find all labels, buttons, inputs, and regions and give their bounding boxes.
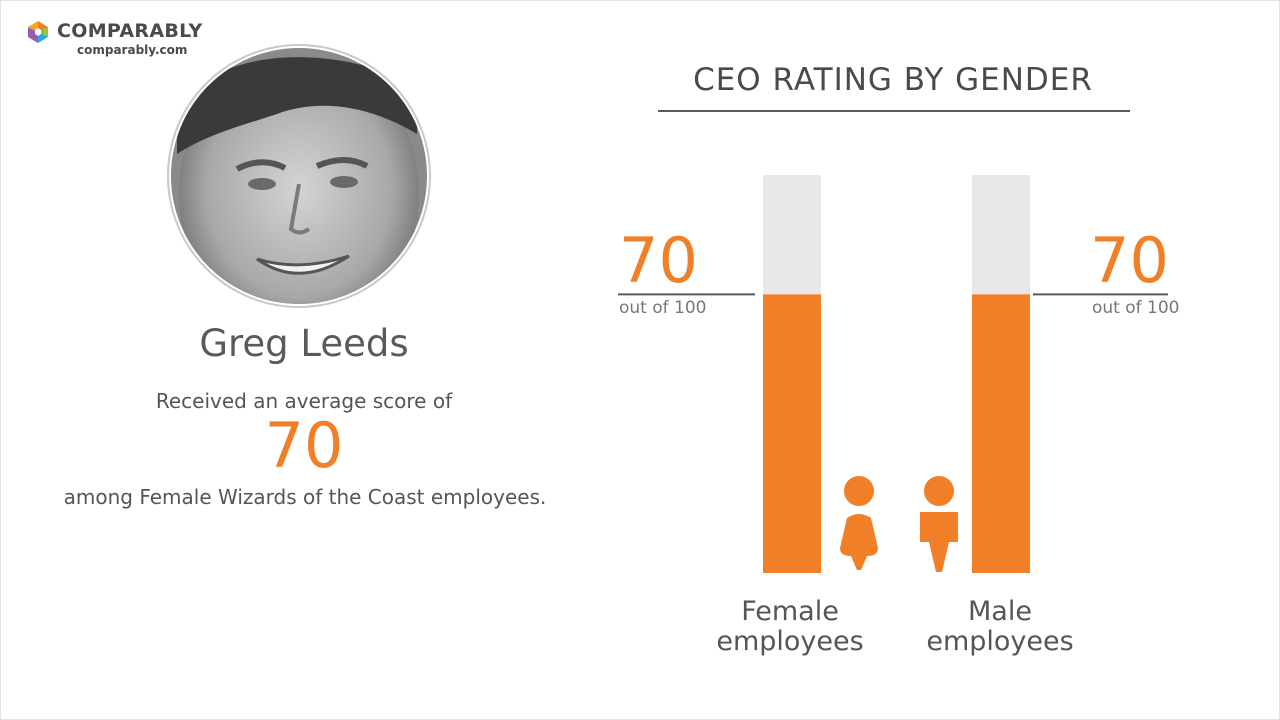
male-score-value: 70 [1090, 224, 1169, 297]
female-bar [763, 294, 821, 573]
ceo-name: Greg Leeds [199, 322, 409, 365]
male-category-label: Male employees [900, 597, 1100, 657]
female-person-icon [840, 514, 878, 570]
male-score-scale: out of 100 [1092, 298, 1180, 318]
female-score-scale: out of 100 [619, 298, 707, 318]
title-divider [658, 110, 1130, 112]
female-score-value: 70 [619, 224, 698, 297]
female-person-icon-head [844, 476, 874, 506]
female-category-label: Female employees [690, 597, 890, 657]
score-context-text: among Female Wizards of the Coast employ… [63, 485, 547, 509]
female-category-line-2: employees [716, 626, 864, 657]
brand-name: COMPARABLY [57, 20, 203, 42]
female-category-line-1: Female [741, 596, 839, 627]
male-bar [972, 294, 1030, 573]
ceo-rating-chart [618, 175, 1168, 573]
comparably-logo-icon [28, 21, 48, 43]
male-person-icon-head [924, 476, 954, 506]
brand-url[interactable]: comparably.com [77, 43, 188, 57]
male-person-icon [920, 512, 958, 572]
chart-title: CEO RATING BY GENDER [693, 62, 1093, 98]
score-intro-text: Received an average score of [155, 389, 453, 413]
average-score-value: 70 [264, 409, 344, 482]
brand-logo[interactable]: COMPARABLY comparably.com [26, 18, 216, 62]
male-category-line-2: employees [926, 626, 1074, 657]
ceo-portrait [167, 44, 431, 308]
male-category-line-1: Male [968, 596, 1032, 627]
